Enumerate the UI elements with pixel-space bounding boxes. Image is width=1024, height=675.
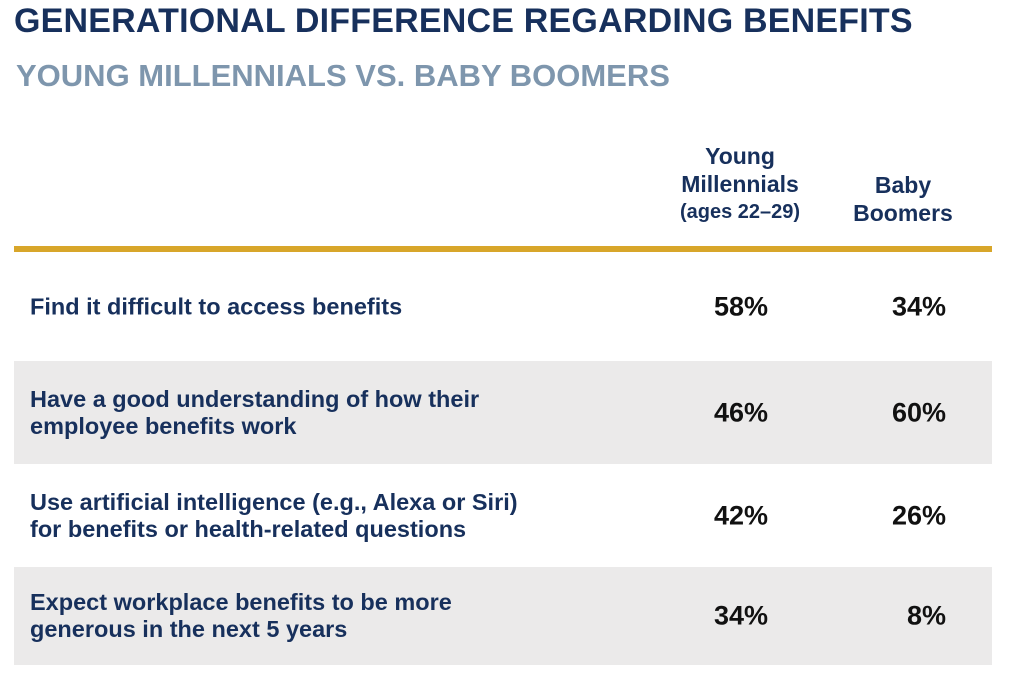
table-row: Have a good understanding of how their e…	[14, 361, 992, 464]
column-header-line: Millennials	[681, 171, 799, 197]
value-baby-boomers: 60%	[891, 397, 946, 427]
row-label: Have a good understanding of how their e…	[30, 386, 650, 440]
header-divider	[14, 246, 992, 252]
row-label-line: for benefits or health-related questions	[30, 516, 467, 542]
row-label-line: Have a good understanding of how their	[30, 385, 480, 412]
column-header-young-millennials: Young Millennials (ages 22–29)	[650, 142, 830, 226]
chart-title: GENERATIONAL DIFFERENCE REGARDING BENEFI…	[14, 2, 913, 40]
row-label: Expect workplace benefits to be more gen…	[30, 589, 650, 643]
chart-subtitle: YOUNG MILLENNIALS VS. BABY BOOMERS	[16, 58, 670, 93]
value-baby-boomers: 34%	[891, 291, 946, 322]
table-row: Find it difficult to access benefits 58%…	[14, 257, 992, 357]
value-baby-boomers: 26%	[891, 500, 946, 531]
row-label: Use artificial intelligence (e.g., Alexa…	[30, 489, 650, 543]
value-young-millennials: 58%	[713, 291, 768, 322]
row-label: Find it difficult to access benefits	[30, 294, 650, 321]
row-label-line: generous in the next 5 years	[30, 616, 348, 642]
column-header-line: (ages 22–29)	[679, 201, 801, 223]
table-row: Expect workplace benefits to be more gen…	[14, 567, 992, 665]
row-label-line: employee benefits work	[30, 412, 297, 439]
row-label-line: Expect workplace benefits to be more	[30, 589, 452, 615]
column-header-line: Young	[705, 143, 775, 169]
value-young-millennials: 42%	[713, 500, 768, 531]
value-young-millennials: 34%	[713, 600, 768, 631]
row-label-line: Use artificial intelligence (e.g., Alexa…	[30, 489, 518, 515]
column-header-line: Boomers	[853, 200, 953, 226]
value-baby-boomers: 8%	[906, 600, 946, 631]
value-young-millennials: 46%	[713, 397, 768, 427]
column-header-baby-boomers: Baby Boomers	[838, 171, 968, 227]
table-row: Use artificial intelligence (e.g., Alexa…	[14, 467, 992, 565]
row-label-line: Find it difficult to access benefits	[30, 293, 403, 320]
column-header-line: Baby	[874, 172, 932, 198]
